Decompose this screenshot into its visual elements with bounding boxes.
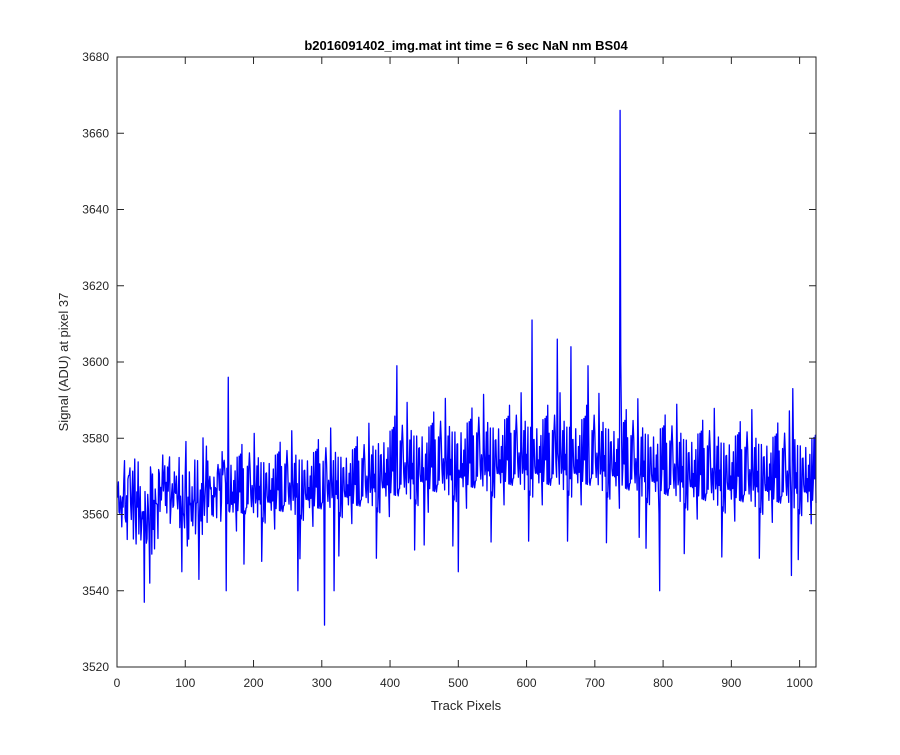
y-tick-label: 3540	[82, 584, 109, 598]
signal-series-line	[117, 109, 817, 626]
x-tick-label: 800	[653, 676, 673, 690]
y-tick-label: 3620	[82, 279, 109, 293]
y-axis-ticks: 3520 3540 3560 3580 3600 3620 3640 3660 3680	[82, 50, 816, 674]
y-tick-label: 3600	[82, 355, 109, 369]
y-tick-label: 3640	[82, 203, 109, 217]
x-tick-label: 1000	[786, 676, 813, 690]
chart-title: b2016091402_img.mat int time = 6 sec NaN…	[304, 38, 628, 53]
series-layer	[117, 109, 817, 626]
x-tick-label: 500	[448, 676, 468, 690]
x-tick-label: 200	[244, 676, 264, 690]
x-axis-title: Track Pixels	[431, 698, 502, 713]
y-axis-title: Signal (ADU) at pixel 37	[56, 293, 71, 432]
x-tick-label: 700	[585, 676, 605, 690]
y-tick-label: 3680	[82, 50, 109, 64]
x-tick-label: 0	[114, 676, 121, 690]
plot-area	[117, 57, 816, 667]
x-tick-label: 400	[380, 676, 400, 690]
y-tick-label: 3580	[82, 431, 109, 445]
x-tick-label: 900	[721, 676, 741, 690]
x-tick-label: 100	[175, 676, 195, 690]
x-tick-label: 600	[517, 676, 537, 690]
y-tick-label: 3560	[82, 508, 109, 522]
x-tick-label: 300	[312, 676, 332, 690]
y-tick-label: 3520	[82, 660, 109, 674]
x-axis-ticks: 0 100 200 300 400 500 600 700 800 900 1000	[114, 57, 813, 690]
y-tick-label: 3660	[82, 126, 109, 140]
